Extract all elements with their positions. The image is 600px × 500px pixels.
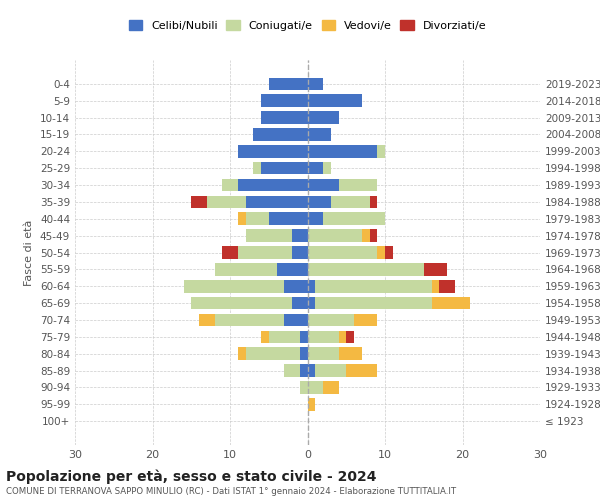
Bar: [308, 246, 377, 259]
Bar: [300, 364, 308, 377]
Bar: [215, 314, 284, 326]
Bar: [199, 314, 215, 326]
Bar: [238, 348, 245, 360]
Bar: [261, 111, 308, 124]
Bar: [346, 330, 354, 343]
Bar: [261, 330, 269, 343]
Text: COMUNE DI TERRANOVA SAPPO MINULIO (RC) - Dati ISTAT 1° gennaio 2024 - Elaborazio: COMUNE DI TERRANOVA SAPPO MINULIO (RC) -…: [6, 488, 456, 496]
Bar: [370, 230, 377, 242]
Bar: [315, 297, 431, 310]
Bar: [245, 196, 308, 208]
Bar: [308, 280, 315, 292]
Bar: [370, 196, 377, 208]
Bar: [308, 94, 362, 107]
Legend: Celibi/Nubili, Coniugati/e, Vedovi/e, Divorziati/e: Celibi/Nubili, Coniugati/e, Vedovi/e, Di…: [124, 16, 491, 35]
Bar: [354, 314, 377, 326]
Bar: [284, 364, 300, 377]
Y-axis label: Fasce di età: Fasce di età: [25, 220, 34, 286]
Bar: [308, 196, 331, 208]
Bar: [245, 230, 292, 242]
Bar: [269, 78, 308, 90]
Bar: [191, 297, 292, 310]
Bar: [261, 162, 308, 174]
Bar: [338, 178, 377, 192]
Bar: [284, 314, 308, 326]
Bar: [222, 178, 238, 192]
Bar: [253, 128, 308, 141]
Bar: [308, 348, 338, 360]
Bar: [245, 348, 300, 360]
Bar: [308, 212, 323, 225]
Bar: [308, 78, 323, 90]
Bar: [308, 111, 338, 124]
Bar: [238, 145, 308, 158]
Bar: [308, 330, 338, 343]
Bar: [323, 212, 385, 225]
Bar: [300, 348, 308, 360]
Bar: [238, 246, 292, 259]
Bar: [245, 212, 269, 225]
Bar: [308, 314, 354, 326]
Bar: [253, 162, 261, 174]
Bar: [238, 178, 308, 192]
Bar: [308, 230, 362, 242]
Bar: [315, 364, 346, 377]
Bar: [269, 212, 308, 225]
Bar: [308, 128, 331, 141]
Bar: [207, 196, 245, 208]
Bar: [323, 381, 338, 394]
Bar: [238, 212, 245, 225]
Bar: [308, 381, 323, 394]
Bar: [431, 297, 470, 310]
Text: Popolazione per età, sesso e stato civile - 2024: Popolazione per età, sesso e stato civil…: [6, 470, 377, 484]
Bar: [385, 246, 393, 259]
Bar: [308, 263, 424, 276]
Bar: [184, 280, 284, 292]
Bar: [284, 280, 308, 292]
Bar: [292, 297, 308, 310]
Bar: [191, 196, 207, 208]
Bar: [362, 230, 370, 242]
Bar: [269, 330, 300, 343]
Bar: [222, 246, 238, 259]
Bar: [338, 330, 346, 343]
Bar: [377, 246, 385, 259]
Bar: [331, 196, 370, 208]
Bar: [424, 263, 447, 276]
Bar: [377, 145, 385, 158]
Bar: [300, 381, 308, 394]
Bar: [292, 230, 308, 242]
Bar: [277, 263, 308, 276]
Bar: [315, 280, 431, 292]
Bar: [439, 280, 455, 292]
Bar: [346, 364, 377, 377]
Bar: [308, 297, 315, 310]
Bar: [431, 280, 439, 292]
Bar: [308, 145, 377, 158]
Bar: [308, 398, 315, 410]
Bar: [261, 94, 308, 107]
Bar: [215, 263, 277, 276]
Bar: [308, 162, 323, 174]
Bar: [300, 330, 308, 343]
Bar: [292, 246, 308, 259]
Bar: [308, 178, 338, 192]
Bar: [308, 364, 315, 377]
Bar: [323, 162, 331, 174]
Bar: [338, 348, 362, 360]
